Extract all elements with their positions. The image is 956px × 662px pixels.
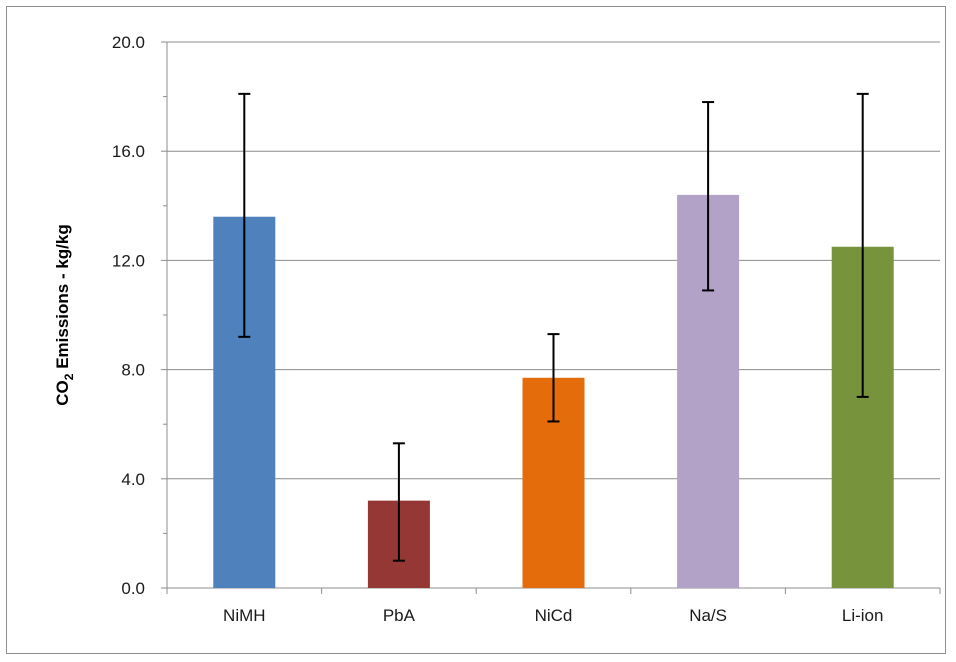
x-tick-label: Li-ion — [842, 606, 884, 625]
y-tick-label: 20.0 — [112, 33, 145, 52]
x-tick-label: PbA — [383, 606, 416, 625]
y-axis-label: CO2 Emissions - kg/kg — [53, 224, 76, 405]
y-tick-label: 16.0 — [112, 142, 145, 161]
x-tick-label: NiCd — [535, 606, 573, 625]
x-tick-label: NiMH — [223, 606, 266, 625]
y-tick-label: 4.0 — [121, 470, 145, 489]
error-bars — [238, 92, 869, 562]
y-tick-label: 0.0 — [121, 579, 145, 598]
x-tick-label: Na/S — [689, 606, 727, 625]
y-tick-labels: 0.0 4.0 8.0 12.0 16.0 20.0 — [112, 33, 145, 598]
chart-frame — [6, 6, 946, 654]
y-tick-label: 8.0 — [121, 361, 145, 380]
x-tick-labels: NiMH PbA NiCd Na/S Li-ion — [223, 606, 883, 625]
y-tick-label: 12.0 — [112, 251, 145, 270]
